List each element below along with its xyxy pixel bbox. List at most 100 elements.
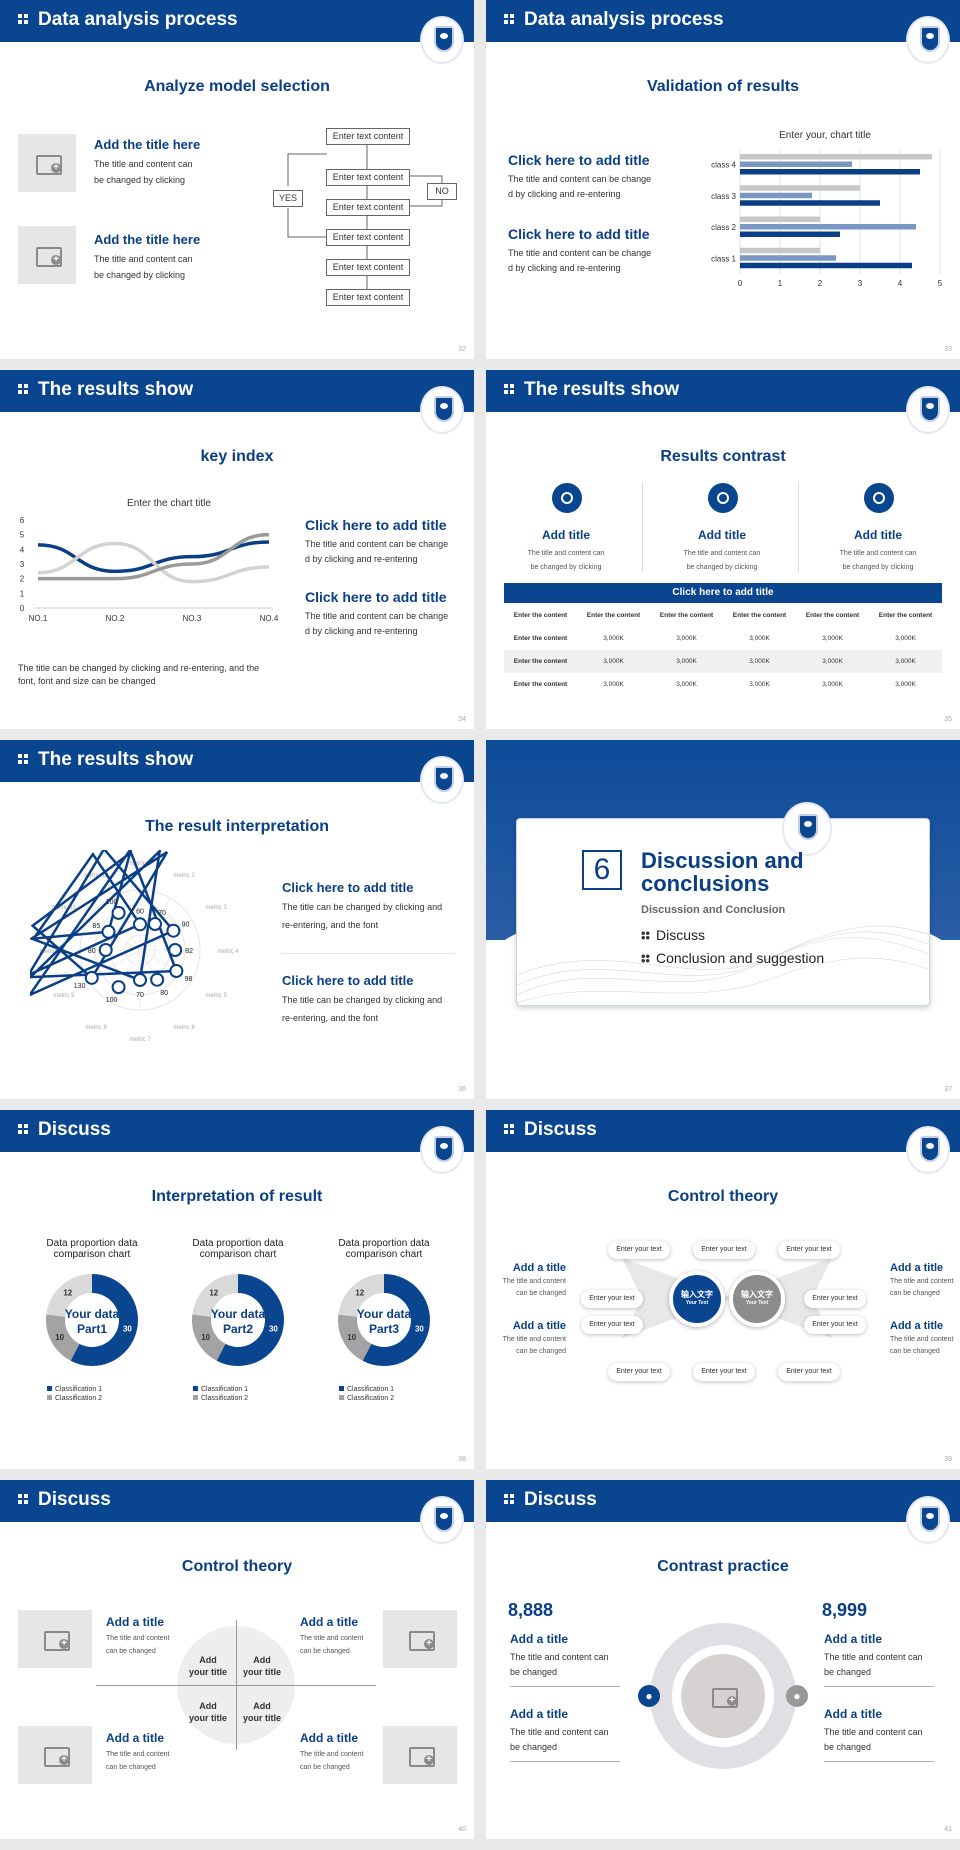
table-cell[interactable]: Enter the content — [513, 635, 568, 642]
col-text: be changed by clicking — [686, 564, 758, 571]
slide-header: The results show — [0, 370, 474, 412]
text-pill[interactable]: Enter your text — [693, 1363, 755, 1381]
table-cell[interactable]: 3,000K — [895, 635, 916, 642]
bar — [740, 255, 836, 261]
axis-label: metric 2 — [173, 873, 195, 879]
item-title[interactable]: Click here to add title — [305, 517, 447, 533]
image-placeholder-icon[interactable] — [18, 1610, 92, 1668]
tick-label: 2 — [818, 279, 823, 288]
item-title[interactable]: Click here to add title — [508, 226, 650, 242]
slice-label: 10 — [55, 1333, 64, 1342]
table-cell[interactable]: Enter the content — [723, 604, 796, 627]
slide-subtitle: Analyze model selection — [144, 78, 330, 95]
item-title[interactable]: Click here to add title — [282, 880, 414, 895]
table-cell[interactable]: 3,000K — [895, 681, 916, 688]
text-pill[interactable]: Enter your text — [778, 1241, 840, 1259]
table-cell[interactable]: Enter the content — [504, 604, 577, 627]
item-text: The title and content — [106, 1635, 170, 1642]
slide-header: Discuss — [0, 1110, 474, 1152]
table-cell[interactable]: 3,000K — [822, 635, 843, 642]
category-label: NO.3 — [183, 614, 202, 623]
text-pill[interactable]: Enter your text — [608, 1363, 670, 1381]
slide-36: The results show The result interpretati… — [0, 740, 474, 1099]
grid-icon — [504, 384, 514, 394]
bullet-item[interactable]: Discuss — [641, 927, 705, 943]
item-text: re-entering, and the font — [282, 1013, 379, 1023]
image-placeholder-icon[interactable] — [701, 1678, 745, 1714]
image-placeholder-icon[interactable] — [18, 134, 76, 192]
table-cell[interactable]: 3,000K — [723, 650, 796, 673]
side-text: can be changed — [516, 1348, 566, 1355]
data-point — [133, 917, 147, 932]
table-cell[interactable]: Enter the content — [796, 604, 869, 627]
table-cell[interactable]: 3,000K — [749, 635, 770, 642]
table-cell[interactable]: Enter the content — [869, 604, 942, 627]
table-cell[interactable]: 3,000K — [650, 650, 723, 673]
legend-label: Series 1 — [828, 293, 858, 294]
grid-icon — [504, 1494, 514, 1504]
page-number: 40 — [458, 1826, 466, 1833]
slide-subtitle: Results contrast — [660, 448, 786, 465]
item-text: The title and content — [300, 1751, 364, 1758]
table-cell[interactable]: 3,000K — [869, 650, 942, 673]
slice-label: 30 — [415, 1325, 424, 1334]
center-node[interactable]: 输入文字 Your Text — [729, 1271, 785, 1327]
page-number: 36 — [458, 1086, 466, 1093]
tick-label: 2 — [20, 575, 25, 584]
table-cell[interactable]: Enter the content — [504, 650, 577, 673]
col-text: The title and content can — [839, 550, 917, 557]
bullet-item[interactable]: Conclusion and suggestion — [641, 950, 824, 966]
table-cell[interactable]: 3,000K — [577, 650, 650, 673]
text-pill[interactable]: Enter your text — [778, 1363, 840, 1381]
bar — [740, 200, 880, 206]
item-text: re-entering, and the font — [282, 920, 379, 930]
quad-title: Add your title — [188, 1655, 227, 1677]
image-placeholder-icon[interactable] — [383, 1610, 457, 1668]
table-cell[interactable]: Enter the content — [577, 604, 650, 627]
table-title[interactable]: Click here to add title — [504, 583, 942, 603]
header-title: Discuss — [38, 1489, 111, 1510]
image-placeholder-icon[interactable] — [383, 1726, 457, 1784]
axis-label: metric 6 — [173, 1025, 195, 1031]
table-cell[interactable]: 3,000K — [603, 681, 624, 688]
item-text: be changed — [510, 1742, 558, 1752]
table-cell[interactable]: 3,000K — [676, 635, 697, 642]
text-pill[interactable]: Enter your text — [693, 1241, 755, 1259]
table-cell[interactable]: 3,000K — [749, 681, 770, 688]
donut-center-text: Part2 — [223, 1322, 253, 1336]
item-title[interactable]: Click here to add title — [508, 152, 650, 168]
item-text: The title and content — [106, 1751, 170, 1758]
table-cell[interactable]: 3,000K — [603, 635, 624, 642]
center-node[interactable]: 输入文字 Your Text — [669, 1271, 725, 1327]
item-text: can be changed — [300, 1764, 350, 1771]
side-text: The title and content — [890, 1278, 954, 1285]
value-label: 98 — [185, 976, 193, 983]
table-cell[interactable]: Enter the content — [650, 604, 723, 627]
table-cell[interactable]: 3,000K — [796, 650, 869, 673]
tick-label: 5 — [938, 279, 943, 288]
col-text: be changed by clicking — [842, 564, 914, 571]
image-placeholder-icon[interactable] — [18, 226, 76, 284]
university-logo — [906, 386, 950, 434]
note-text: font, font and size can be changed — [18, 676, 156, 686]
slide-subtitle: Validation of results — [646, 78, 800, 95]
legend-label: Series 2 — [773, 293, 803, 294]
table-cell[interactable]: 3,000K — [676, 681, 697, 688]
text-pill[interactable]: Enter your text — [608, 1241, 670, 1259]
text-pill[interactable]: Enter your text — [581, 1316, 643, 1334]
item-text: The title and content can — [94, 254, 193, 264]
table-cell[interactable]: Enter the content — [513, 681, 568, 688]
table-cell[interactable]: 3,000K — [822, 681, 843, 688]
text-pill[interactable]: Enter your text — [581, 1290, 643, 1308]
text-pill[interactable]: Enter your text — [804, 1316, 866, 1334]
category-label: class 2 — [711, 223, 736, 232]
image-placeholder-icon[interactable] — [18, 1726, 92, 1784]
text-pill[interactable]: Enter your text — [804, 1290, 866, 1308]
grid-icon — [504, 1124, 514, 1134]
donut-title: comparison chart — [53, 1249, 131, 1260]
item-title[interactable]: Click here to add title — [305, 589, 447, 605]
item-title[interactable]: Click here to add title — [282, 973, 414, 988]
university-logo — [782, 802, 832, 856]
quad-title: Add your title — [242, 1701, 281, 1723]
